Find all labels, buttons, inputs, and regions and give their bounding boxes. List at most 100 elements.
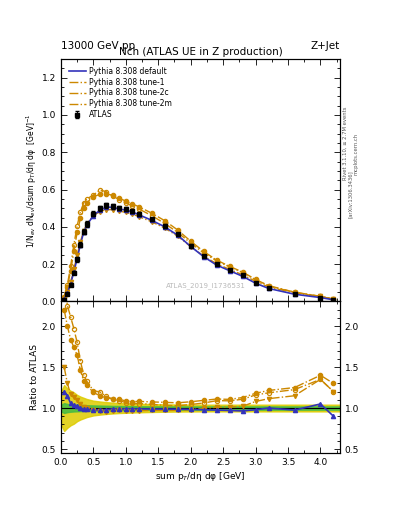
Pythia 8.308 default [318,294,323,301]
Line: Pythia 8.308 tune-1: Pythia 8.308 tune-1 [64,210,333,299]
Pythia 8.308 default [62,296,66,302]
Pythia 8.308 tune-2c [81,205,86,211]
Pythia 8.308 tune-2c [123,198,128,204]
Pythia 8.308 tune-2m [162,220,167,226]
Pythia 8.308 default [162,224,167,230]
Pythia 8.308 tune-2m [188,240,193,246]
Pythia 8.308 tune-2c [188,238,193,244]
Pythia 8.308 tune-1 [97,208,102,215]
Pythia 8.308 tune-2m [331,296,336,302]
Pythia 8.308 default [227,268,232,274]
Pythia 8.308 tune-1 [253,278,258,284]
Y-axis label: 1/N$_{ev}$ dN$_{ev}$/dsum p$_{T}$/dη dφ  [GeV]$^{-1}$: 1/N$_{ev}$ dN$_{ev}$/dsum p$_{T}$/dη dφ … [24,113,39,248]
Pythia 8.308 default [214,262,219,268]
Pythia 8.308 tune-2c [78,216,83,222]
Line: Pythia 8.308 tune-2m: Pythia 8.308 tune-2m [64,190,333,299]
Pythia 8.308 tune-2c [162,218,167,224]
Pythia 8.308 default [91,212,96,219]
Pythia 8.308 default [78,242,83,248]
Pythia 8.308 tune-1 [75,252,79,258]
Pythia 8.308 tune-2c [117,195,122,201]
Pythia 8.308 tune-2c [266,283,271,289]
Pythia 8.308 tune-2m [149,212,154,219]
Pythia 8.308 tune-1 [104,207,109,213]
Pythia 8.308 default [253,280,258,286]
Pythia 8.308 tune-2m [253,277,258,283]
Pythia 8.308 default [175,232,180,238]
Pythia 8.308 tune-1 [214,261,219,267]
Pythia 8.308 tune-2m [117,197,122,203]
Pythia 8.308 tune-1 [162,225,167,231]
Pythia 8.308 tune-2m [84,196,89,202]
Pythia 8.308 tune-2m [292,289,297,295]
Pythia 8.308 tune-1 [117,208,122,214]
Line: Pythia 8.308 tune-2c: Pythia 8.308 tune-2c [64,194,333,299]
Pythia 8.308 tune-2m [266,283,271,289]
Pythia 8.308 tune-2c [136,204,141,210]
Pythia 8.308 tune-2m [123,200,128,206]
Pythia 8.308 tune-1 [149,219,154,225]
Pythia 8.308 tune-2m [240,269,245,275]
Pythia 8.308 tune-2c [91,194,96,200]
Pythia 8.308 tune-1 [91,212,96,219]
Pythia 8.308 tune-2m [68,263,73,269]
Pythia 8.308 default [84,222,89,228]
Pythia 8.308 tune-2c [62,294,66,301]
Pythia 8.308 tune-1 [62,295,66,302]
Pythia 8.308 tune-2c [104,190,109,197]
Pythia 8.308 default [136,211,141,218]
Pythia 8.308 tune-2c [227,263,232,269]
Pythia 8.308 default [68,281,73,287]
Pythia 8.308 default [130,209,135,215]
Pythia 8.308 tune-1 [65,289,70,295]
Pythia 8.308 tune-2c [292,289,297,295]
Pythia 8.308 default [123,207,128,213]
Pythia 8.308 tune-2m [214,258,219,264]
Pythia 8.308 tune-1 [175,233,180,239]
Pythia 8.308 tune-2c [65,284,70,290]
Pythia 8.308 tune-2c [75,229,79,236]
Pythia 8.308 tune-1 [331,296,336,302]
Text: [arXiv:1306.3436]: [arXiv:1306.3436] [348,170,353,219]
Pythia 8.308 tune-1 [81,228,86,234]
X-axis label: sum p$_{T}$/dη dφ [GeV]: sum p$_{T}$/dη dφ [GeV] [155,470,246,483]
Pythia 8.308 tune-2m [72,242,76,248]
Pythia 8.308 tune-2c [318,293,323,300]
Pythia 8.308 tune-2m [227,264,232,270]
Text: Z+Jet: Z+Jet [311,41,340,51]
Pythia 8.308 default [104,204,109,210]
Pythia 8.308 tune-2c [84,200,89,206]
Text: 13000 GeV pp: 13000 GeV pp [61,41,135,51]
Pythia 8.308 tune-2m [97,187,102,193]
Pythia 8.308 tune-1 [292,290,297,296]
Pythia 8.308 tune-2m [75,223,79,229]
Pythia 8.308 default [188,243,193,249]
Pythia 8.308 tune-1 [240,272,245,278]
Pythia 8.308 tune-1 [78,239,83,245]
Pythia 8.308 default [65,290,70,296]
Pythia 8.308 tune-2m [318,293,323,300]
Pythia 8.308 tune-1 [318,293,323,300]
Pythia 8.308 tune-2c [130,201,135,207]
Pythia 8.308 default [331,297,336,303]
Pythia 8.308 default [75,255,79,262]
Text: Rivet 3.1.10, ≥ 2.7M events: Rivet 3.1.10, ≥ 2.7M events [343,106,348,180]
Pythia 8.308 tune-1 [84,221,89,227]
Pythia 8.308 tune-2m [81,200,86,206]
Pythia 8.308 tune-2m [110,193,115,199]
Pythia 8.308 tune-2c [72,248,76,254]
Pythia 8.308 tune-1 [201,253,206,259]
Text: ATLAS_2019_I1736531: ATLAS_2019_I1736531 [166,283,246,289]
Pythia 8.308 tune-2m [104,189,109,195]
Pythia 8.308 default [97,207,102,213]
Pythia 8.308 tune-2m [91,192,96,198]
Pythia 8.308 tune-2m [175,229,180,236]
Pythia 8.308 tune-2c [201,248,206,254]
Pythia 8.308 tune-2m [130,203,135,209]
Pythia 8.308 tune-1 [72,266,76,272]
Pythia 8.308 tune-2c [110,193,115,199]
Pythia 8.308 tune-2c [331,296,336,302]
Pythia 8.308 tune-2c [68,268,73,274]
Pythia 8.308 tune-1 [110,207,115,213]
Pythia 8.308 default [149,217,154,223]
